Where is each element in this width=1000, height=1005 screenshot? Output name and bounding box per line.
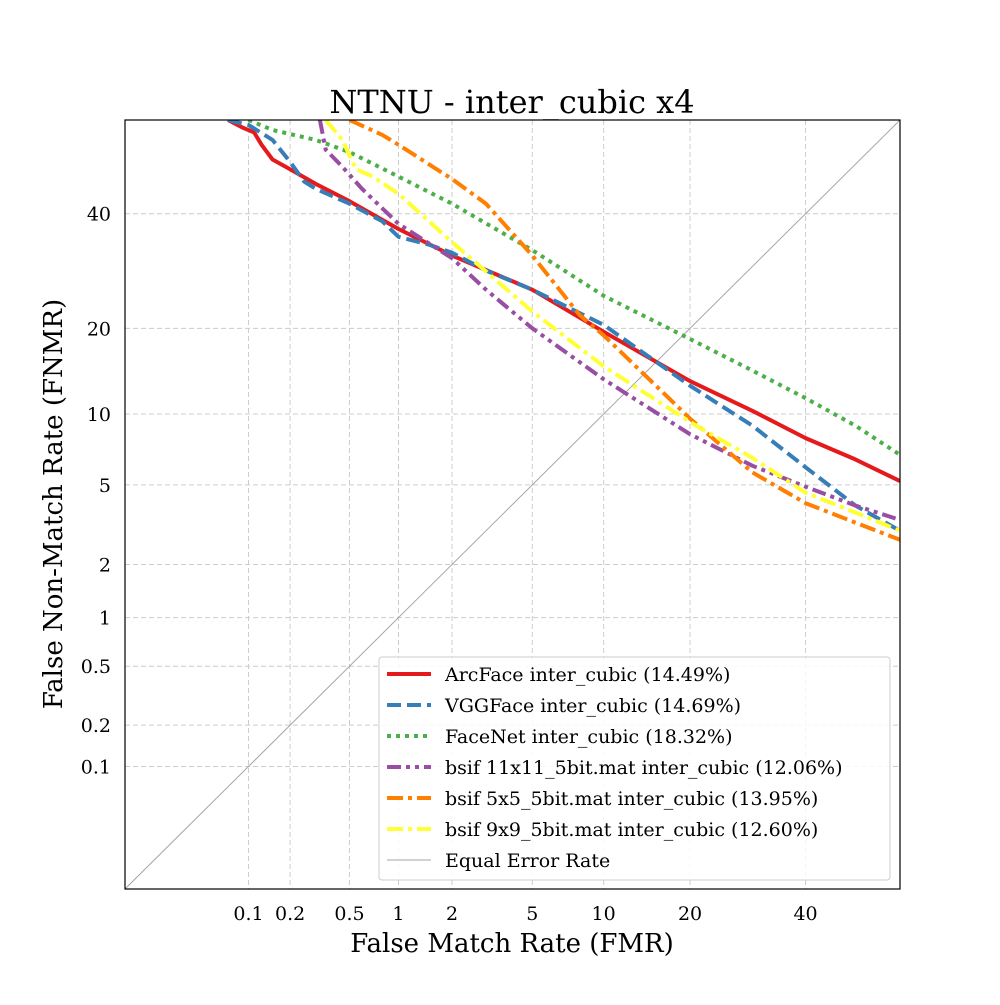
x-tick-label: 40 xyxy=(793,903,817,925)
y-tick-label: 0.1 xyxy=(81,756,111,778)
y-tick-label: 0.2 xyxy=(81,715,111,737)
x-tick-label: 2 xyxy=(446,903,458,925)
series-line-0 xyxy=(227,120,900,483)
legend-box xyxy=(378,656,891,881)
series-line-5 xyxy=(324,120,900,533)
y-axis-label: False Non-Match Rate (FNMR) xyxy=(39,299,69,709)
series-line-6 xyxy=(125,120,900,889)
y-tick-label: 10 xyxy=(87,404,111,426)
legend-label-3: bsif 11x11_5bit.mat inter_cubic (12.06%) xyxy=(445,757,843,779)
plot-frame xyxy=(124,119,901,890)
x-tick-label: 0.1 xyxy=(233,903,263,925)
legend-label-4: bsif 5x5_5bit.mat inter_cubic (13.95%) xyxy=(445,788,818,810)
x-tick-label: 0.2 xyxy=(275,903,305,925)
series-line-4 xyxy=(348,120,900,542)
y-tick-label: 20 xyxy=(87,318,111,340)
x-tick-label: 0.5 xyxy=(334,903,364,925)
series-line-3 xyxy=(317,120,900,522)
legend-label-6: Equal Error Rate xyxy=(445,850,610,872)
x-tick-labels: 0.1 0.2 0.5 1 2 5 10 20 40 xyxy=(233,903,817,925)
x-tick-label: 20 xyxy=(678,903,702,925)
legend-label-0: ArcFace inter_cubic (14.49%) xyxy=(444,664,730,686)
y-tick-label: 5 xyxy=(99,475,111,497)
series-layer xyxy=(125,120,900,889)
x-tick-label: 10 xyxy=(592,903,616,925)
y-tick-label: 1 xyxy=(99,608,111,630)
x-tick-label: 5 xyxy=(526,903,538,925)
series-line-1 xyxy=(227,120,900,533)
legend-entries: ArcFace inter_cubic (14.49%) VGGFace inte… xyxy=(387,664,843,872)
y-tick-label: 40 xyxy=(87,204,111,226)
legend-label-2: FaceNet inter_cubic (18.32%) xyxy=(445,726,733,748)
y-tick-label: 2 xyxy=(99,555,111,577)
x-axis-label: False Match Rate (FMR) xyxy=(350,929,674,959)
chart-title: NTNU - inter_cubic x4 xyxy=(329,83,694,121)
y-tick-labels: 0.1 0.2 0.5 1 2 5 10 20 40 xyxy=(81,204,111,779)
x-tick-label: 1 xyxy=(392,903,404,925)
series-line-2 xyxy=(247,120,900,457)
legend-label-5: bsif 9x9_5bit.mat inter_cubic (12.60%) xyxy=(445,819,818,841)
y-tick-label: 0.5 xyxy=(81,656,111,678)
legend: ArcFace inter_cubic (14.49%) VGGFace inte… xyxy=(378,656,891,881)
legend-label-1: VGGFace inter_cubic (14.69%) xyxy=(444,695,741,717)
